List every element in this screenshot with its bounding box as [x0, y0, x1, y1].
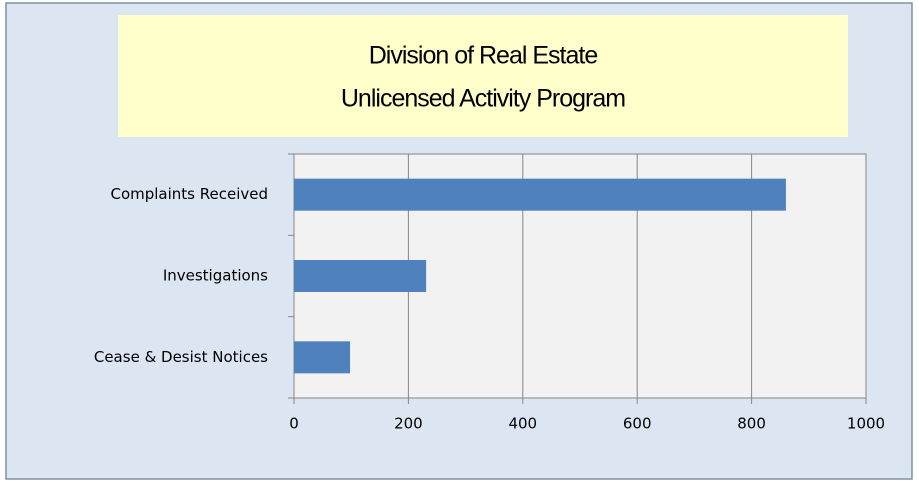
x-tick-label: 1000 [847, 415, 885, 433]
y-tick-label: Cease & Desist Notices [94, 348, 268, 366]
x-tick-label: 0 [289, 415, 299, 433]
bar [294, 260, 427, 292]
chart-title: Division of Real Estate [369, 42, 598, 70]
bar [294, 178, 786, 211]
chart-title: Unlicensed Activity Program [341, 85, 625, 113]
x-tick-label: 400 [508, 415, 537, 433]
x-tick-label: 800 [737, 415, 766, 433]
y-tick-label: Complaints Received [110, 185, 268, 203]
y-tick-label: Investigations [163, 267, 268, 285]
title-box [118, 15, 848, 137]
x-tick-label: 600 [623, 415, 652, 433]
x-tick-label: 200 [394, 415, 423, 433]
bar [294, 341, 351, 374]
